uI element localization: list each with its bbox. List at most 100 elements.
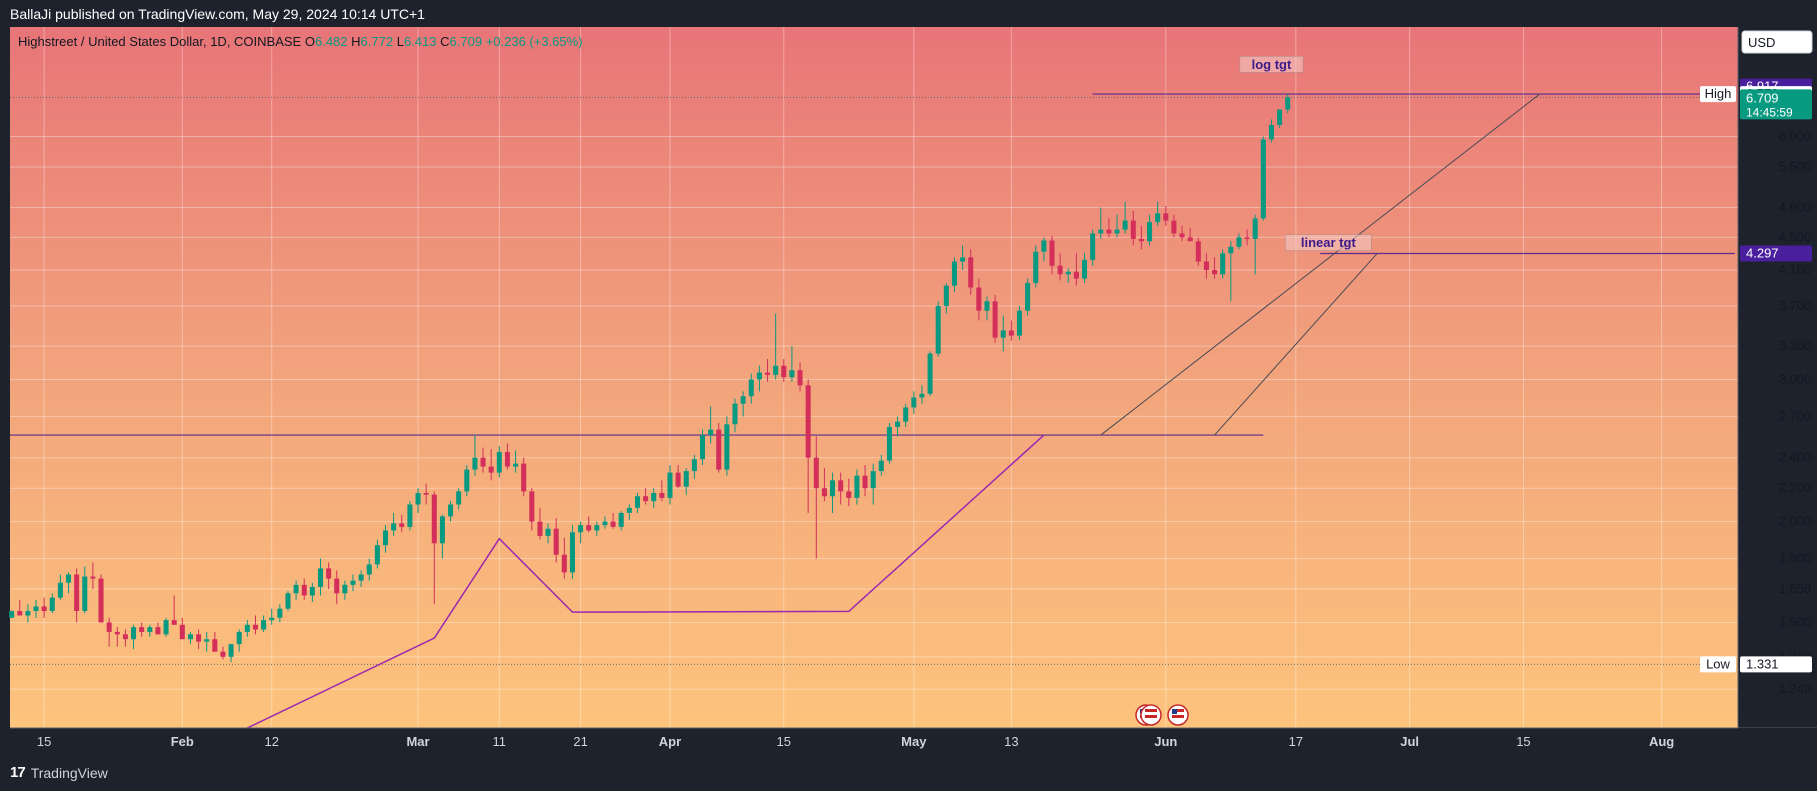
candle-down — [797, 362, 803, 392]
candle-down — [423, 483, 429, 505]
candle-body — [1171, 220, 1177, 234]
low-tag-bg — [1700, 656, 1736, 673]
high-value: 6.772 — [360, 34, 394, 49]
candle-body — [9, 610, 15, 618]
time-axis-label: Feb — [171, 734, 194, 749]
candle-down — [1212, 257, 1218, 279]
candle-down — [399, 514, 405, 533]
candle-body — [789, 370, 795, 378]
candle-up — [699, 429, 706, 466]
candle-up — [342, 580, 348, 600]
candle-up — [448, 501, 454, 522]
candle-body — [293, 584, 299, 594]
candle-up — [1033, 245, 1039, 288]
price-axis-label: 4.900 — [1779, 199, 1812, 214]
candle-body — [155, 627, 161, 635]
candle-down — [155, 622, 161, 635]
candle-up — [147, 624, 153, 637]
candle-body — [545, 528, 551, 536]
candle-down — [1171, 214, 1177, 238]
time-axis-label: Aug — [1649, 734, 1674, 749]
price-axis-label: 6.000 — [1779, 128, 1812, 143]
candle-body — [220, 651, 226, 657]
candle-body — [82, 576, 88, 611]
flag-stripe — [1145, 715, 1157, 718]
price-axis-label: 1.800 — [1779, 551, 1812, 566]
candle-down — [1187, 228, 1193, 242]
candle-body — [618, 512, 624, 527]
candle-body — [366, 564, 372, 575]
candle-up — [708, 406, 714, 444]
candle-up — [204, 631, 210, 652]
candle-up — [1268, 119, 1274, 143]
candle-up — [594, 521, 600, 536]
candle-up — [1025, 278, 1031, 316]
annotations: High Low log tgt linear tgt — [1135, 56, 1736, 726]
candle-down — [1130, 211, 1136, 246]
candle-up — [49, 593, 55, 614]
candle-up — [951, 257, 957, 293]
target-price-label-bg — [1740, 245, 1812, 262]
candle-body — [114, 631, 120, 635]
low-price-label: 1.331 — [1746, 656, 1779, 671]
us-event-flag-icon — [1167, 704, 1189, 726]
candle-down — [610, 512, 616, 529]
candle-body — [131, 627, 137, 640]
annotation-box — [1239, 56, 1304, 73]
candle-body — [748, 379, 754, 397]
candle-up — [382, 525, 389, 553]
candle-body — [25, 610, 31, 616]
candle-down — [106, 617, 112, 647]
projection-line — [1100, 93, 1540, 436]
candle-up — [1090, 229, 1096, 266]
candle-body — [830, 480, 836, 497]
candle-up — [683, 468, 689, 495]
candle-body — [732, 403, 738, 425]
high-tag: High — [1705, 86, 1732, 101]
candle-down — [976, 278, 982, 321]
flag-canton — [1172, 709, 1177, 714]
candle-up — [895, 416, 901, 437]
high-label: H — [351, 34, 361, 49]
open-label: O — [304, 34, 315, 49]
candle-up — [878, 454, 884, 476]
candle-body — [1252, 218, 1258, 239]
candle-down — [252, 615, 258, 635]
candle-body — [838, 480, 844, 492]
close-label: C — [440, 34, 450, 49]
price-axis-label: 2.200 — [1779, 480, 1812, 495]
candle-body — [1041, 240, 1047, 252]
candle-body — [675, 472, 681, 487]
candle-down — [1203, 253, 1209, 279]
candle-body — [1195, 241, 1201, 262]
candle-body — [1090, 233, 1096, 260]
publish-header: BallaJi published on TradingView.com, Ma… — [10, 6, 425, 22]
candle-body — [106, 622, 112, 632]
candle-up — [1081, 253, 1088, 284]
candle-up — [66, 572, 72, 594]
candle-down — [529, 488, 535, 531]
candle-body — [472, 457, 478, 470]
candle-body — [334, 578, 340, 594]
candle-body — [984, 301, 990, 311]
candle-body — [862, 475, 868, 489]
candle-body — [895, 421, 901, 427]
target-price-label: 4.297 — [1746, 246, 1779, 261]
candle-body — [439, 516, 445, 544]
price-axis-label: 4.100 — [1779, 262, 1812, 277]
annotation-label: log tgt — [1252, 57, 1292, 72]
candle-up — [1220, 249, 1226, 279]
candle-up — [927, 351, 933, 397]
candle-down — [643, 488, 649, 505]
price-axis-label: 1.500 — [1779, 614, 1812, 629]
candle-body — [1122, 220, 1128, 230]
candle-body — [594, 525, 600, 531]
candle-down — [122, 629, 128, 647]
candle-body — [204, 639, 210, 642]
price-axis-label: 5.500 — [1779, 159, 1812, 174]
candle-up — [740, 391, 746, 417]
candle-body — [57, 582, 63, 598]
candle-body — [667, 472, 673, 498]
candle-up — [366, 558, 372, 581]
